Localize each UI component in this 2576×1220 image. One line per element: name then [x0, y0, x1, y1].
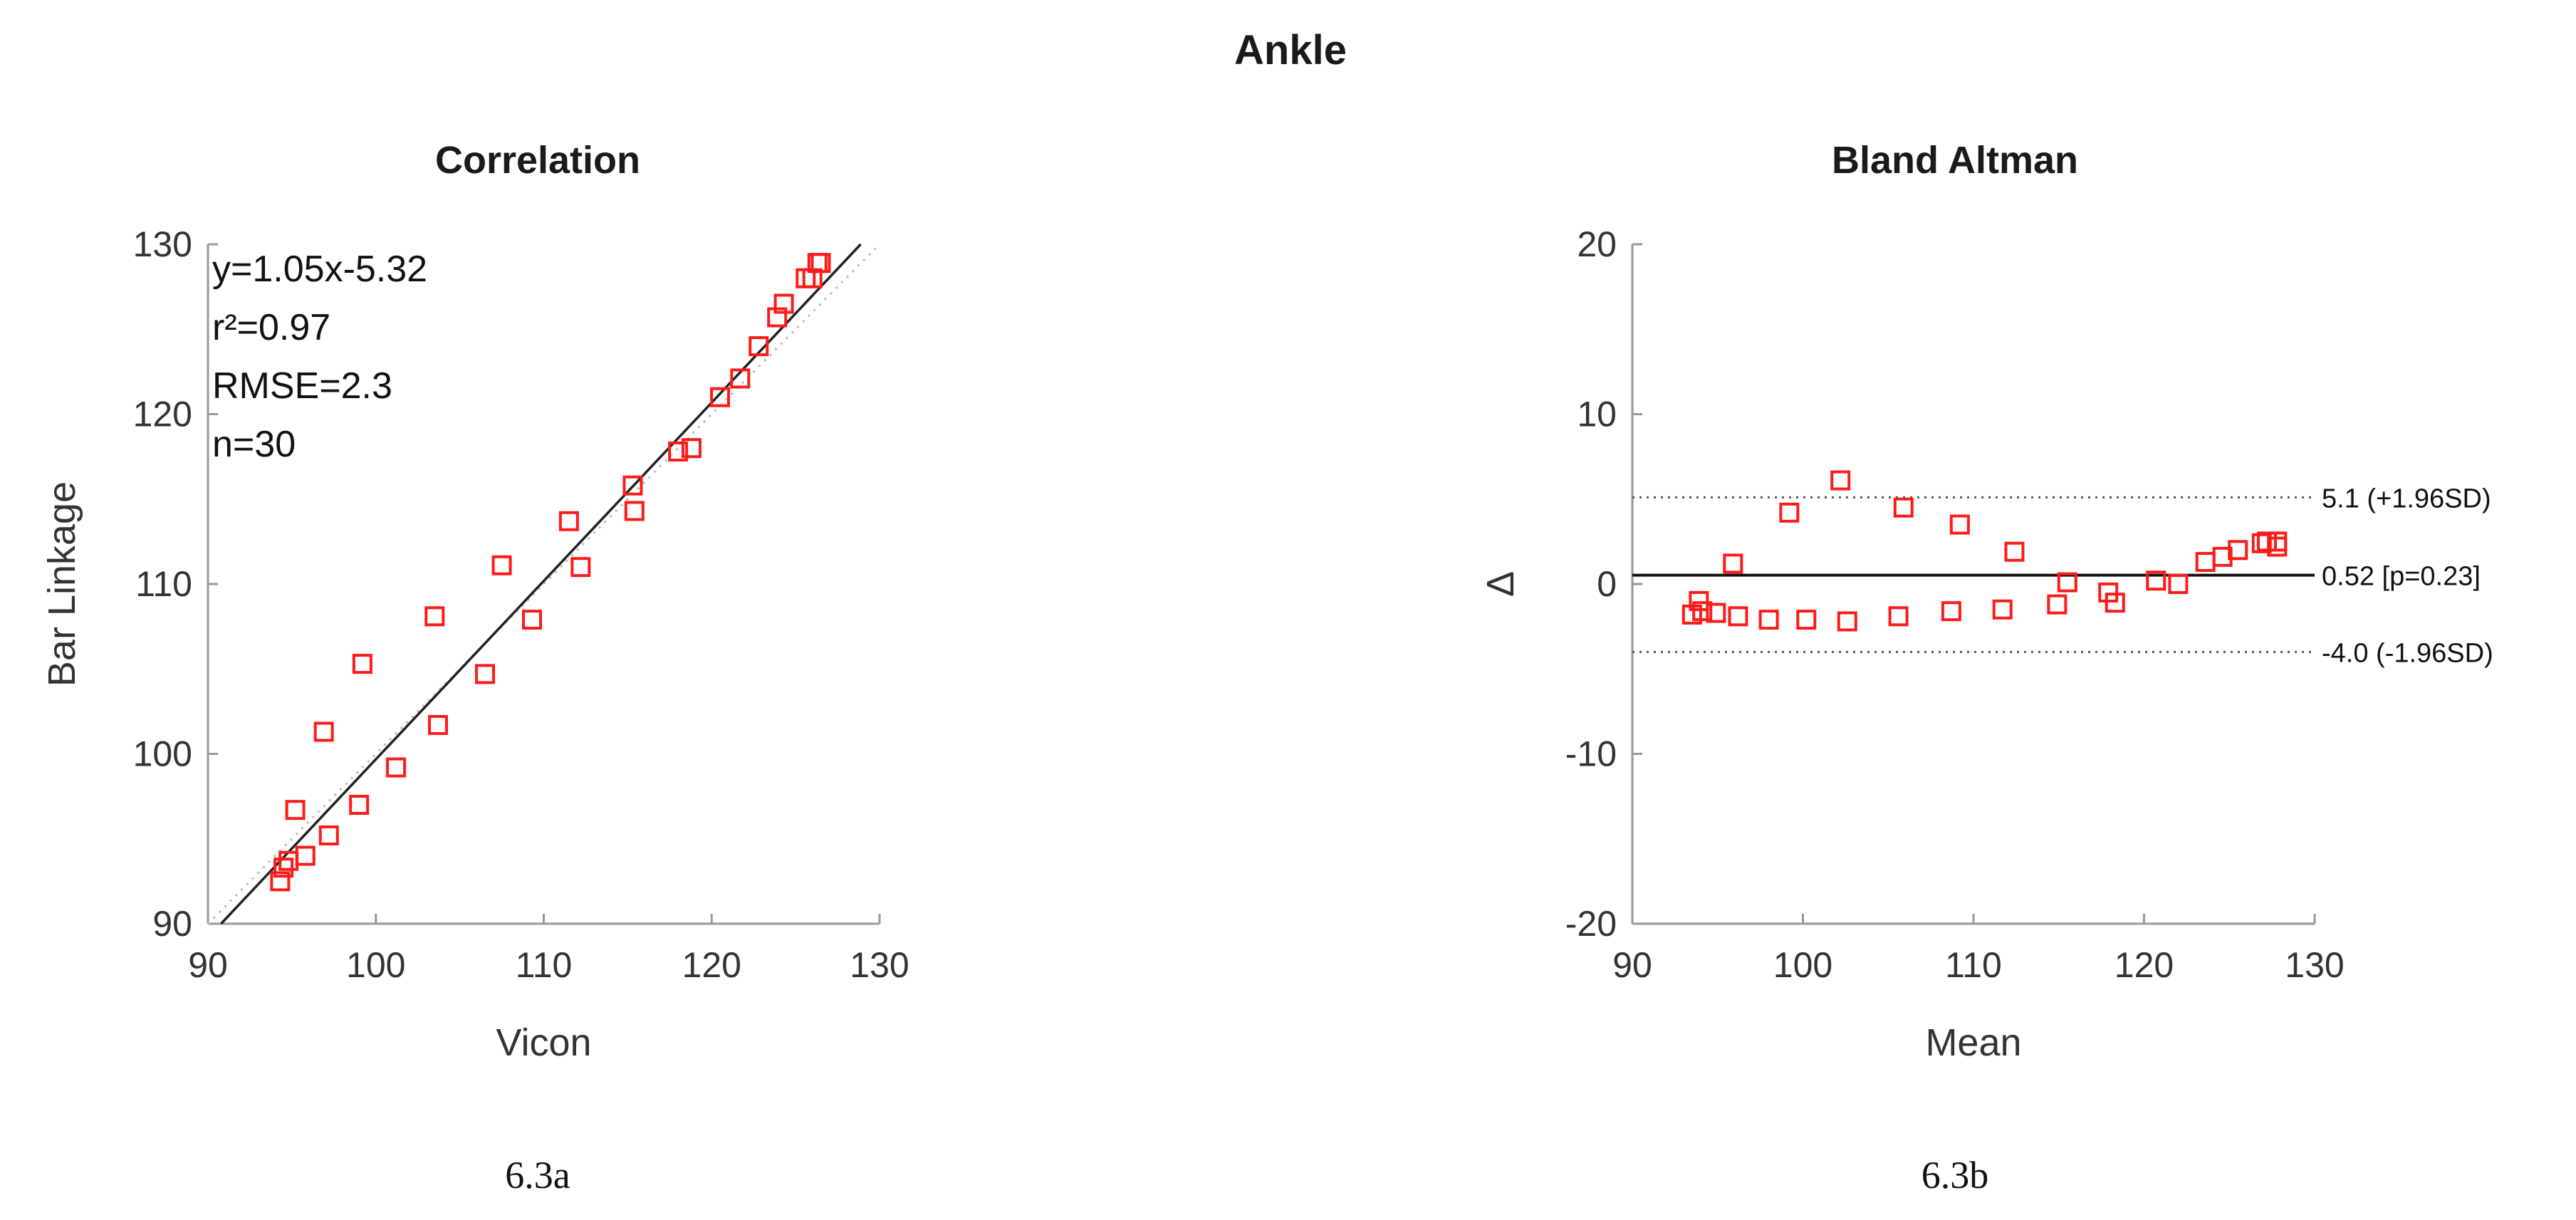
data-point: [1992, 599, 2013, 620]
x-axis-label: Mean: [1925, 1021, 2021, 1064]
data-point: [2212, 546, 2233, 567]
stats-annotation: n=30: [212, 424, 296, 465]
data-point: [1689, 590, 1709, 611]
data-point: [2004, 541, 2025, 562]
x-tick-label: 120: [682, 945, 741, 985]
data-point: [558, 511, 579, 531]
x-tick-label: 100: [346, 945, 405, 985]
data-point: [1837, 611, 1857, 632]
data-point: [1692, 601, 1713, 622]
data-point: [2105, 593, 2125, 613]
data-point: [285, 800, 306, 820]
x-axis-label: Vicon: [496, 1021, 591, 1064]
stats-annotation: r²=0.97: [212, 307, 330, 348]
data-point: [2251, 533, 2272, 553]
data-point: [1830, 470, 1851, 491]
data-point: [1728, 606, 1748, 627]
data-point: [270, 871, 291, 892]
y-tick-label: 110: [135, 564, 192, 604]
data-point: [2228, 540, 2248, 561]
data-point: [313, 721, 334, 742]
data-point: [710, 387, 731, 407]
data-point: [773, 293, 794, 314]
data-point: [2256, 531, 2277, 552]
regression-line: [220, 243, 862, 925]
bland-altman-title: Bland Altman: [1832, 139, 2078, 182]
data-point: [1893, 497, 1914, 518]
data-point: [1949, 514, 1970, 535]
caption-b: 6.3b: [1921, 1154, 1989, 1196]
data-point: [352, 654, 372, 674]
data-point: [349, 795, 370, 815]
y-tick-label: 10: [1577, 395, 1617, 434]
y-tick-label: 0: [1597, 564, 1617, 604]
y-tick-label: -10: [1565, 734, 1617, 774]
data-point: [2047, 594, 2067, 615]
stats-annotation: RMSE=2.3: [212, 365, 392, 407]
data-point: [386, 757, 407, 778]
data-point: [570, 557, 591, 578]
data-point: [1681, 604, 1702, 625]
data-point: [2195, 551, 2216, 572]
data-point: [1723, 553, 1743, 574]
y-tick-label: 120: [133, 395, 192, 434]
data-point: [2267, 536, 2288, 557]
x-tick-label: 110: [1945, 945, 2002, 985]
reference-line-label: -4.0 (-1.96SD): [2322, 638, 2493, 668]
y-tick-label: 130: [133, 224, 192, 264]
data-point: [2098, 582, 2119, 603]
data-point: [1706, 603, 1726, 623]
reference-line-label: 5.1 (+1.96SD): [2322, 484, 2491, 513]
y-axis-label: Bar Linkage: [41, 481, 83, 687]
data-point: [2057, 572, 2077, 593]
data-point: [730, 368, 751, 389]
data-point: [622, 475, 643, 496]
data-point: [749, 336, 769, 357]
data-point: [2146, 570, 2166, 591]
data-point: [1758, 610, 1779, 630]
data-point: [681, 438, 702, 459]
data-point: [427, 714, 448, 735]
data-point: [295, 845, 316, 866]
data-point: [810, 253, 831, 273]
bland-altman-plot: 90 100 110 120 130 -20 -10 0 10 20 Mean Δ 5.1 (+1.96…: [1479, 224, 2493, 1064]
stats-annotation: y=1.05x-5.32: [212, 249, 427, 290]
correlation-title: Correlation: [435, 139, 640, 182]
data-point: [767, 307, 788, 328]
reference-line-label: 0.52 [p=0.23]: [2322, 562, 2481, 592]
data-point: [1779, 502, 1800, 523]
data-point: [1888, 606, 1909, 627]
y-axis-label: Δ: [1479, 571, 1522, 597]
data-point: [521, 610, 542, 630]
y-tick-label: 20: [1577, 224, 1617, 264]
correlation-plot: 90 100 110 120 130 90 100 110 120 130 Vicon Bar Lin…: [41, 224, 909, 1064]
figure-title: Ankle: [1234, 27, 1347, 73]
x-tick-label: 90: [188, 945, 228, 985]
y-tick-label: -20: [1565, 904, 1617, 944]
data-point: [278, 850, 299, 871]
data-point: [424, 606, 445, 627]
data-point: [474, 664, 495, 684]
data-point: [2168, 574, 2189, 594]
data-point: [1941, 601, 1961, 622]
x-tick-label: 110: [516, 945, 573, 985]
data-point: [491, 555, 512, 575]
data-point: [318, 825, 339, 845]
x-tick-label: 120: [2114, 945, 2174, 985]
x-tick-label: 100: [1773, 945, 1832, 985]
x-tick-label: 130: [2285, 945, 2344, 985]
x-tick-label: 130: [850, 945, 909, 985]
y-tick-label: 90: [152, 904, 192, 944]
data-point: [1796, 610, 1817, 630]
x-tick-label: 90: [1612, 945, 1652, 985]
y-tick-label: 100: [133, 734, 192, 774]
data-point: [624, 501, 645, 521]
data-point: [273, 857, 294, 878]
caption-a: 6.3a: [505, 1154, 570, 1196]
data-point: [668, 441, 689, 462]
